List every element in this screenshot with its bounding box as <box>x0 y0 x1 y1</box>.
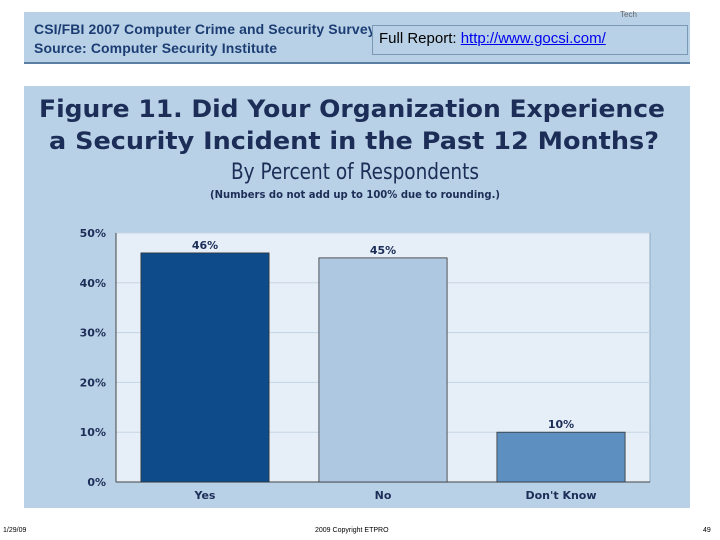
chart-panel: Figure 11. Did Your Organization Experie… <box>24 86 690 508</box>
bar-chart: Figure 11. Did Your Organization Experie… <box>39 95 665 502</box>
y-tick-label: 10% <box>80 426 106 439</box>
chart-title-line2: a Security Incident in the Past 12 Month… <box>49 127 659 155</box>
bar <box>318 257 448 483</box>
y-tick-label: 0% <box>87 476 106 489</box>
full-report-callout: Full Report: http://www.gocsi.com/ <box>372 25 688 55</box>
bar-value-label: 10% <box>548 418 574 431</box>
x-tick-label: Yes <box>194 489 216 502</box>
x-tick-label: No <box>375 489 392 502</box>
footer-copyright: 2009 Copyright ETPRO <box>315 527 389 534</box>
y-tick-label: 20% <box>80 376 106 389</box>
plot-area: 0% 10% 20% 30% 40% 50% 46% Yes 45% No 10% Don't Kno… <box>80 227 651 502</box>
chart-note: (Numbers do not add up to 100% due to ro… <box>210 188 500 201</box>
bar-value-label: 45% <box>370 244 396 257</box>
x-tick-label: Don't Know <box>525 489 596 502</box>
header-source: Source: Computer Security Institute <box>34 40 278 56</box>
footer-page-number: 49 <box>703 527 711 534</box>
bar <box>140 252 270 483</box>
bar <box>496 431 626 483</box>
y-tick-label: 50% <box>80 227 106 240</box>
bar-value-label: 46% <box>192 239 218 252</box>
y-tick-label: 30% <box>80 327 106 340</box>
full-report-label: Full Report: <box>379 30 461 47</box>
corner-mark: Tech <box>620 10 637 19</box>
full-report-link[interactable]: http://www.gocsi.com/ <box>460 30 606 47</box>
y-tick-label: 40% <box>80 277 106 290</box>
footer-date: 1/29/09 <box>3 527 27 534</box>
chart-subtitle: By Percent of Respondents <box>231 160 479 185</box>
chart-title-line1: Figure 11. Did Your Organization Experie… <box>39 95 665 123</box>
header-title: CSI/FBI 2007 Computer Crime and Security… <box>34 21 376 37</box>
